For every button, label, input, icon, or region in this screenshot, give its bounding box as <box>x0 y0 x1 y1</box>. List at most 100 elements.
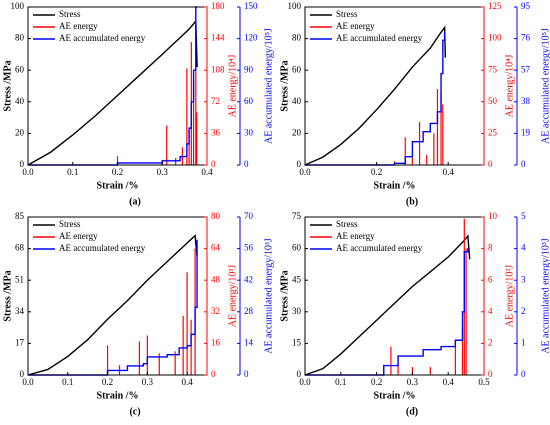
x-axis-title: Strain /% <box>374 390 416 401</box>
legend-label: AE energy <box>59 21 98 31</box>
y2-tick-label: 0 <box>211 369 216 379</box>
y-tick-label: 100 <box>11 1 25 11</box>
panel-caption: (c) <box>129 406 140 417</box>
legend-label: Stress <box>336 9 358 19</box>
y3-tick-label: 38 <box>521 96 531 106</box>
panel-caption: (d) <box>406 406 418 417</box>
y2-tick-label: 80 <box>211 211 221 221</box>
y2-tick-label: 36 <box>211 127 221 137</box>
y3-tick-label: 1 <box>521 337 526 347</box>
y-tick-label: 30 <box>292 306 302 316</box>
panel-caption: (b) <box>406 196 418 207</box>
y3-tick-label: 56 <box>244 243 254 253</box>
y2-axis-title: AE energy/10⁴J <box>504 54 515 117</box>
y2-axis-title: AE energy/10⁴J <box>227 54 238 117</box>
y2-tick-label: 6 <box>488 274 493 284</box>
y2-tick-label: 16 <box>211 337 221 347</box>
x-tick-label: 0.0 <box>22 377 34 387</box>
x-tick-label: 0.1 <box>62 377 73 387</box>
y3-tick-label: 70 <box>244 211 254 221</box>
plot-frame <box>304 6 485 166</box>
y3-tick-label: 42 <box>244 274 253 284</box>
panel: 0.0 0.1 0.2 0.3 0.4 0.50153045607502468100123… <box>279 211 550 417</box>
plot-frame <box>27 6 208 166</box>
y2-axis-title: AE energy/10³J <box>504 265 515 328</box>
y-tick-label: 60 <box>292 64 302 74</box>
y-tick-label: 51 <box>15 274 24 284</box>
y-tick-label: 15 <box>292 337 302 347</box>
x-axis-title: Strain /% <box>97 390 139 401</box>
legend-label: AE energy <box>336 21 375 31</box>
y-tick-label: 85 <box>15 211 25 221</box>
x-tick-label: 0.2 <box>112 167 123 177</box>
y-tick-label: 80 <box>292 33 302 43</box>
plot-frame <box>27 216 208 376</box>
accumulated-line <box>305 247 470 376</box>
y2-tick-label: 100 <box>488 33 502 43</box>
y2-tick-label: 75 <box>488 64 498 74</box>
y2-tick-label: 32 <box>211 306 220 316</box>
y3-tick-label: 3 <box>521 274 526 284</box>
stress-line <box>304 25 447 166</box>
stress-line <box>304 234 471 376</box>
x-tick-label: 0.4 <box>443 377 455 387</box>
x-tick-label: 0.3 <box>142 377 154 387</box>
y3-tick-label: 60 <box>244 96 254 106</box>
y3-axis-title: AE accumulated energy/10⁵J <box>540 28 550 144</box>
y3-tick-label: 28 <box>244 306 254 316</box>
x-tick-label: 0.1 <box>67 167 78 177</box>
y2-tick-label: 50 <box>488 96 498 106</box>
y3-tick-label: 0 <box>521 369 526 379</box>
y-tick-label: 40 <box>292 96 302 106</box>
y3-tick-label: 30 <box>244 127 254 137</box>
y-tick-label: 0 <box>297 369 302 379</box>
x-axis-title: Strain /% <box>374 180 416 191</box>
x-tick-label: 0.5 <box>478 377 490 387</box>
y-tick-label: 20 <box>15 127 25 137</box>
y2-axis-title: AE energy/10³J <box>227 265 238 328</box>
y-tick-label: 20 <box>292 127 302 137</box>
x-tick-label: 0.3 <box>157 167 169 177</box>
y-tick-label: 0 <box>297 159 302 169</box>
legend-label: Stress <box>59 9 81 19</box>
y3-tick-label: 19 <box>521 127 531 137</box>
y-tick-label: 45 <box>292 274 302 284</box>
y-axis-title: Stress /MPa <box>2 270 13 321</box>
y-tick-label: 60 <box>292 243 302 253</box>
y-axis-title: Stress /MPa <box>279 60 290 111</box>
y3-tick-label: 0 <box>244 159 249 169</box>
x-tick-label: 0.0 <box>299 377 311 387</box>
y3-tick-label: 5 <box>521 211 526 221</box>
y2-tick-label: 0 <box>488 159 493 169</box>
y-tick-label: 60 <box>15 64 25 74</box>
y2-tick-label: 0 <box>488 369 493 379</box>
y3-tick-label: 57 <box>521 64 531 74</box>
y3-tick-label: 120 <box>244 33 258 43</box>
legend-label: AE accumulated energy <box>59 33 146 43</box>
x-tick-label: 0.2 <box>371 377 382 387</box>
y-tick-label: 68 <box>15 243 25 253</box>
legend-label: AE accumulated energy <box>336 243 423 253</box>
x-tick-label: 0.4 <box>201 167 213 177</box>
y3-tick-label: 14 <box>244 337 254 347</box>
accumulated-line <box>28 6 198 166</box>
y2-tick-label: 64 <box>211 243 221 253</box>
y3-tick-label: 90 <box>244 64 254 74</box>
panel-caption: (a) <box>129 196 141 207</box>
y-tick-label: 40 <box>15 96 25 106</box>
y-tick-label: 75 <box>292 211 302 221</box>
x-tick-label: 0.3 <box>407 377 419 387</box>
x-tick-label: 0.2 <box>102 377 113 387</box>
y-tick-label: 17 <box>15 337 25 347</box>
y-tick-label: 34 <box>15 306 25 316</box>
y2-tick-label: 2 <box>488 337 493 347</box>
x-tick-label: 0.0 <box>299 167 311 177</box>
y3-tick-label: 95 <box>521 1 531 11</box>
y2-tick-label: 0 <box>211 159 216 169</box>
panel: 0.0 0.1 0.2 0.3 0.40204060801000367210814418… <box>2 1 274 207</box>
legend-label: Stress <box>59 219 81 229</box>
accumulated-line <box>28 239 198 376</box>
y2-tick-label: 10 <box>488 211 498 221</box>
y-tick-label: 80 <box>15 33 25 43</box>
